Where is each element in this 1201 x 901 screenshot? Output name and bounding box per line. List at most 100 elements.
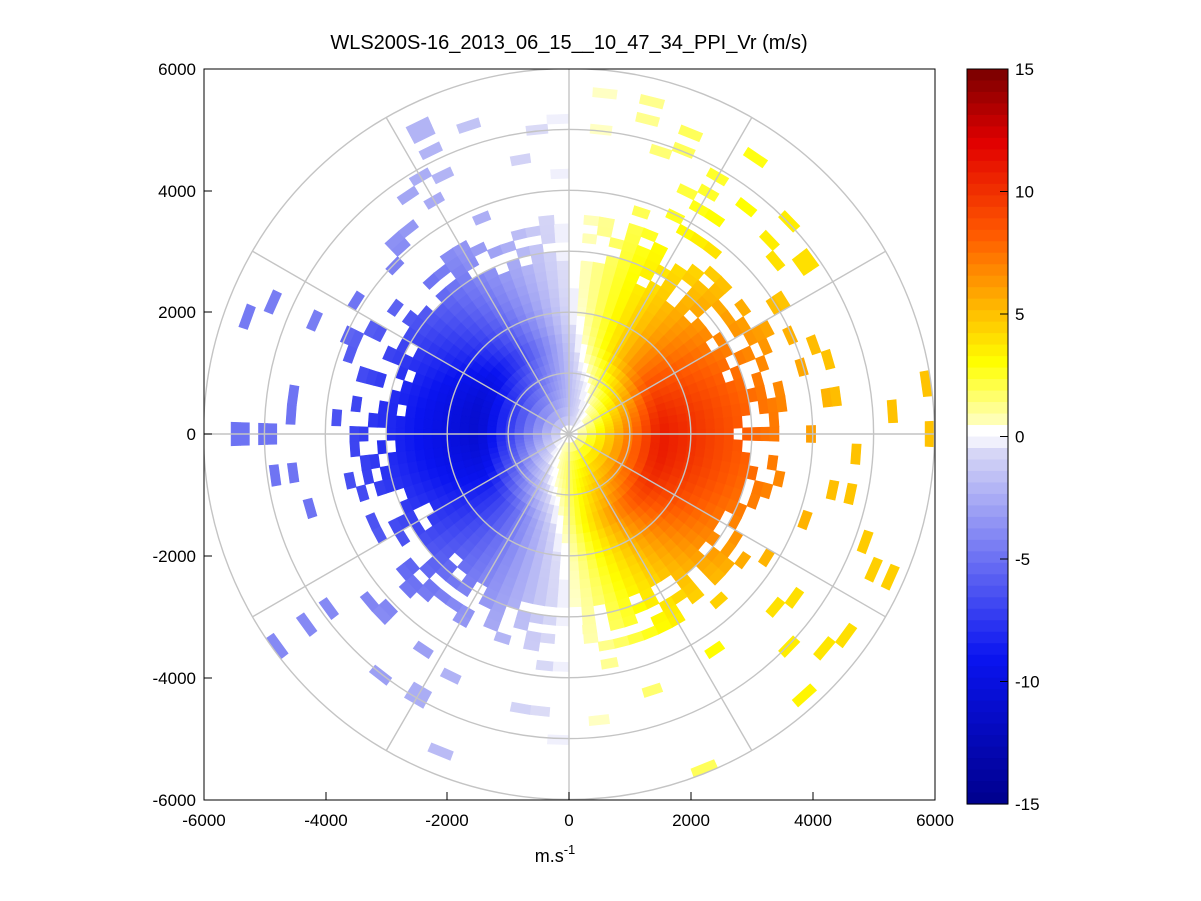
range-gate-cell: [504, 435, 515, 442]
range-gate-cell: [592, 87, 618, 100]
range-gate-cell: [509, 701, 532, 715]
range-gate-cell: [568, 543, 578, 554]
colorbar-band: [967, 264, 1008, 277]
range-gate-cell: [545, 587, 559, 599]
range-gate-cell: [553, 324, 563, 335]
range-gate-cell: [559, 305, 570, 316]
range-gate-cell: [723, 416, 734, 429]
range-gate-cell: [549, 296, 561, 308]
range-gate-cell: [829, 386, 842, 407]
range-gate-cell: [576, 551, 588, 562]
range-gate-cell: [732, 415, 743, 429]
range-gate-cell: [568, 278, 581, 289]
range-gate-cell: [544, 596, 558, 608]
range-gate-cell: [658, 416, 670, 425]
range-gate-cell: [576, 542, 586, 553]
range-gate-cell: [422, 438, 434, 450]
range-gate-cell: [513, 618, 530, 631]
chart-title: WLS200S-16_2013_06_15__10_47_34_PPI_Vr (…: [330, 32, 807, 54]
y-tick: 0: [187, 425, 212, 444]
range-gate-cell: [548, 287, 560, 299]
range-gate-cell: [638, 94, 666, 110]
range-gate-cell: [798, 247, 820, 271]
range-gate-cell: [398, 219, 420, 239]
range-gate-cell: [734, 551, 752, 570]
range-gate-cell: [539, 632, 556, 645]
x-tick: 6000: [916, 792, 954, 830]
range-gate-cell: [834, 622, 858, 649]
range-gate-cell: [597, 639, 615, 652]
range-gate-cell: [695, 419, 707, 430]
range-gate-cell: [450, 445, 462, 455]
range-gate-cell: [538, 214, 555, 227]
range-gate-cell: [686, 420, 698, 431]
range-gate-cell: [395, 439, 406, 453]
azimuth-spoke: [568, 117, 753, 435]
range-gate-cell: [556, 260, 570, 271]
range-gate-cell: [880, 563, 900, 591]
azimuth-spoke: [568, 433, 753, 751]
range-gate-cell: [677, 421, 689, 431]
range-gate-cell: [574, 515, 583, 526]
range-gate-cell: [825, 479, 840, 501]
range-gate-cell: [549, 560, 561, 572]
range-gate-cell: [568, 333, 577, 344]
colorbar-band: [967, 539, 1008, 552]
range-gate-cell: [513, 435, 524, 441]
range-gate-cell: [568, 634, 585, 645]
range-gate-cell: [568, 314, 578, 325]
colorbar-band: [967, 459, 1008, 472]
range-gate-cell: [558, 570, 570, 581]
range-gate-cell: [676, 413, 688, 423]
range-gate-cell: [263, 289, 282, 315]
colorbar-band: [967, 470, 1008, 484]
range-gate-cell: [578, 578, 591, 590]
range-gate-cell: [702, 241, 723, 260]
range-gate-cell: [755, 354, 770, 373]
range-gate-cell: [563, 360, 570, 371]
range-gate-cell: [559, 561, 570, 572]
range-gate-cell: [558, 287, 570, 298]
range-gate-cell: [578, 569, 590, 581]
range-gate-cell: [714, 417, 725, 430]
range-gate-cell: [529, 705, 551, 717]
x-tick: 2000: [672, 792, 710, 830]
range-gate-cell: [578, 287, 590, 299]
range-gate-cell: [560, 314, 570, 325]
range-gate-cell: [367, 412, 379, 428]
range-gate-cell: [686, 587, 705, 605]
colorbar-band: [967, 298, 1008, 311]
range-gate-cell: [568, 305, 579, 316]
colorbar-band: [967, 413, 1008, 426]
colorbar-band: [967, 608, 1008, 621]
range-gate-cell: [286, 462, 300, 484]
range-gate-cell: [650, 241, 669, 257]
range-gate-cell: [468, 436, 479, 445]
range-gate-cell: [712, 406, 724, 420]
range-gate-cell: [864, 556, 883, 583]
range-gate-cell: [559, 296, 570, 307]
colorbar-band: [967, 689, 1008, 702]
range-gate-cell: [398, 580, 418, 599]
range-gate-cell: [568, 122, 592, 134]
range-gate-cell: [575, 533, 585, 544]
range-gate-cell: [285, 404, 297, 425]
colorbar-band: [967, 631, 1008, 644]
range-gate-cell: [614, 427, 625, 433]
range-gate-cell: [742, 146, 769, 169]
range-gate-cell: [709, 591, 729, 610]
range-gate-cell: [349, 440, 361, 458]
colorbar-band: [967, 206, 1008, 219]
x-tick: 0: [564, 792, 574, 830]
y-tick-label: 6000: [158, 60, 196, 79]
range-gate-cell: [759, 482, 774, 500]
range-gate-cell: [546, 113, 570, 125]
range-gate-cell: [573, 506, 581, 517]
range-gate-cell: [577, 296, 589, 308]
range-gate-cell: [575, 524, 584, 535]
azimuth-spoke: [385, 433, 570, 751]
range-gate-cell: [440, 420, 452, 431]
colorbar-band: [967, 666, 1008, 679]
range-gate-cell: [557, 278, 570, 289]
range-gate-cell: [695, 438, 707, 449]
